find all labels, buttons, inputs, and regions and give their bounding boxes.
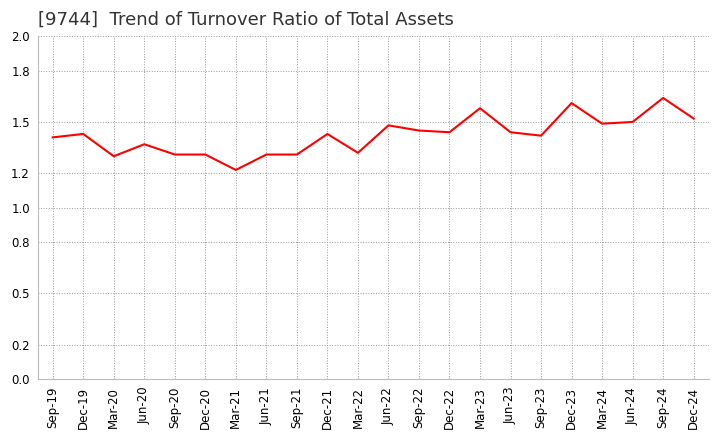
Text: [9744]  Trend of Turnover Ratio of Total Assets: [9744] Trend of Turnover Ratio of Total … — [37, 11, 454, 29]
